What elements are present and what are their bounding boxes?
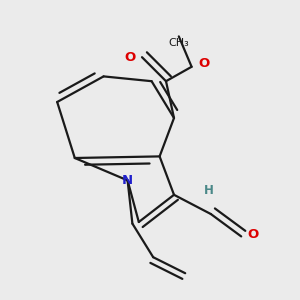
Text: N: N — [122, 174, 133, 187]
Text: O: O — [198, 57, 209, 70]
Text: H: H — [204, 184, 214, 196]
Text: CH₃: CH₃ — [168, 38, 189, 48]
Text: O: O — [248, 228, 259, 241]
Text: O: O — [124, 51, 136, 64]
